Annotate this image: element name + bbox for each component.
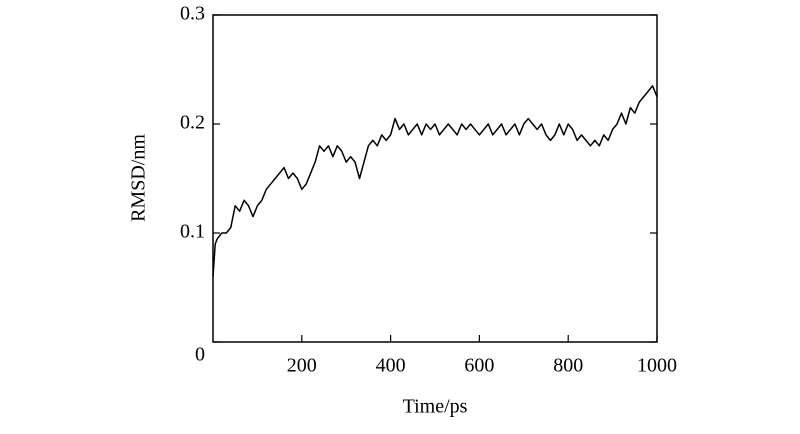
x-axis-label: Time/ps (403, 396, 468, 418)
x-tick-label: 200 (287, 355, 317, 377)
x-tick-label: 400 (376, 355, 406, 377)
x-tick-label: 1000 (637, 355, 677, 377)
y-tick-label: 0.2 (180, 112, 205, 134)
y-tick-label: 0.3 (180, 3, 205, 25)
x-tick-label: 800 (553, 355, 583, 377)
x-tick-label: 600 (464, 355, 494, 377)
data-line (212, 85, 658, 277)
y-tick-label: 0 (195, 344, 205, 366)
y-axis-label: RMSD/nm (128, 134, 150, 222)
y-tick-label: 0.1 (180, 221, 205, 243)
plot-frame (212, 14, 658, 343)
